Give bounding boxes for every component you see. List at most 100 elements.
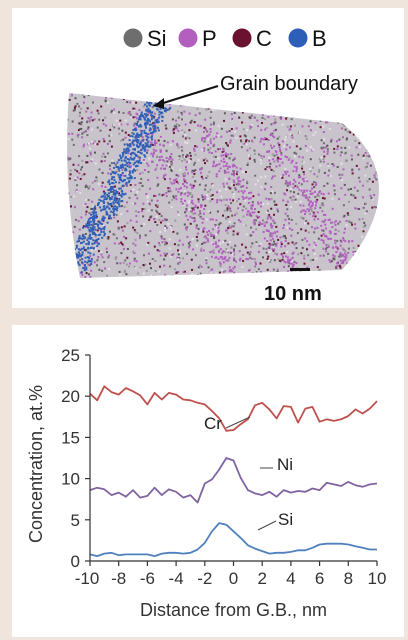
atom-point — [188, 112, 191, 115]
atom-point — [235, 173, 238, 176]
atom-point — [311, 201, 314, 204]
atom-point — [76, 102, 79, 105]
atom-point — [335, 220, 337, 223]
legend-label-b: B — [312, 26, 327, 51]
atom-point — [88, 222, 91, 225]
atom-point — [148, 101, 151, 104]
atom-point — [250, 191, 253, 194]
atom-point — [176, 256, 179, 259]
atom-point — [78, 122, 81, 125]
atom-point — [232, 199, 235, 202]
atom-point — [155, 156, 158, 159]
atom-point — [146, 141, 149, 144]
atom-point — [217, 157, 220, 160]
atom-point — [203, 147, 206, 150]
atom-point — [86, 239, 89, 242]
atom-point — [242, 128, 245, 131]
atom-point — [302, 178, 305, 181]
atom-point — [304, 196, 307, 199]
atom-point — [94, 235, 97, 238]
atom-point — [227, 227, 230, 229]
atom-point — [198, 210, 201, 213]
atom-point — [189, 192, 192, 194]
atom-point — [83, 225, 85, 228]
atom-point — [177, 276, 180, 278]
atom-point — [219, 147, 221, 150]
atom-point — [105, 213, 108, 216]
atom-point — [211, 218, 214, 221]
atom-point — [165, 127, 168, 130]
atom-point — [311, 226, 313, 229]
atom-point — [322, 254, 325, 257]
atom-point — [258, 250, 260, 253]
atom-point — [218, 249, 220, 252]
atom-point — [313, 245, 316, 248]
atom-point — [355, 106, 358, 109]
atom-point — [70, 259, 73, 262]
atom-point — [72, 143, 75, 146]
atom-point — [373, 193, 376, 196]
atom-point — [112, 193, 115, 196]
atom-point — [82, 267, 85, 270]
atom-point — [293, 191, 295, 194]
atom-point — [80, 121, 83, 124]
atom-point — [239, 203, 242, 206]
atom-point — [353, 251, 356, 254]
atom-point — [210, 123, 213, 126]
grain-boundary-label: Grain boundary — [220, 73, 358, 95]
atom-point — [223, 160, 226, 163]
atom-point — [198, 183, 201, 186]
atom-point — [255, 97, 258, 100]
atom-point — [332, 164, 335, 167]
atom-point — [340, 151, 343, 154]
y-tick-label: 25 — [61, 346, 80, 365]
atom-point — [93, 226, 96, 229]
atom-point — [276, 137, 279, 140]
atom-point — [171, 140, 174, 143]
atom-point — [282, 174, 285, 176]
atom-point — [72, 265, 75, 267]
atom-point — [348, 130, 351, 133]
atom-point — [131, 131, 134, 134]
atom-point — [284, 261, 287, 264]
atom-point — [144, 125, 147, 128]
atom-point — [277, 210, 279, 213]
atom-point — [340, 162, 343, 165]
atom-point — [121, 190, 123, 193]
atom-point — [153, 275, 156, 278]
atom-point — [334, 239, 336, 242]
atom-point — [306, 271, 309, 274]
atom-point — [89, 233, 92, 236]
atom-point — [214, 96, 217, 99]
atom-point — [217, 134, 220, 137]
atom-point — [362, 156, 365, 159]
atom-point — [192, 248, 195, 251]
atom-point — [93, 215, 96, 217]
atom-point — [273, 114, 276, 117]
atom-point — [290, 102, 293, 105]
atom-point — [354, 196, 357, 199]
atom-point — [336, 166, 339, 168]
atom-point — [290, 206, 293, 209]
atom-point — [100, 231, 103, 233]
atom-point — [344, 128, 347, 131]
atom-point — [82, 240, 85, 243]
atom-point — [233, 259, 236, 262]
atom-point — [230, 246, 233, 249]
atom-point — [190, 282, 192, 284]
atom-point — [294, 180, 297, 183]
atom-point — [64, 264, 66, 266]
atom-point — [89, 275, 92, 278]
atom-point — [368, 124, 370, 127]
atom-point — [75, 189, 78, 192]
atom-point — [266, 202, 269, 205]
atom-point — [291, 260, 294, 263]
atom-point — [170, 168, 173, 171]
atom-point — [164, 240, 167, 243]
atom-point — [157, 183, 160, 186]
atom-point — [261, 222, 264, 225]
atom-point — [197, 227, 200, 230]
atom-point — [214, 164, 217, 167]
atom-point — [220, 195, 223, 198]
atom-point — [316, 198, 319, 201]
